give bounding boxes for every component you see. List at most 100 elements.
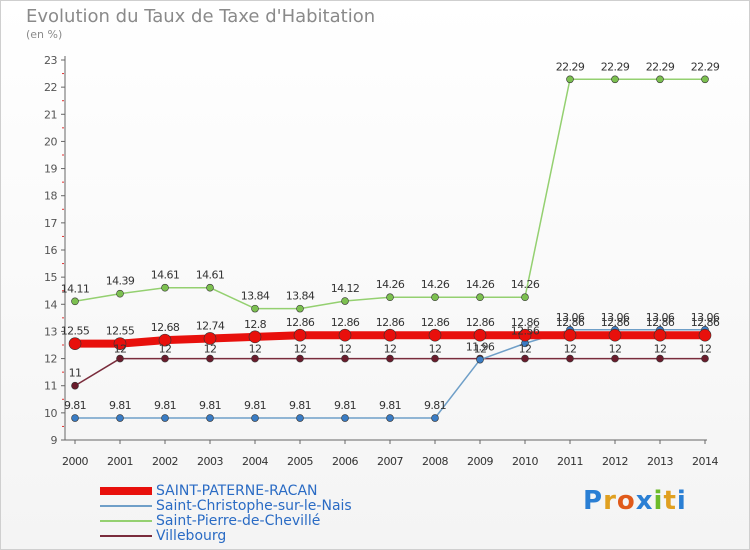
data-label: 13.06 bbox=[601, 311, 630, 324]
data-label: 22.29 bbox=[601, 60, 630, 73]
data-label: 13.84 bbox=[241, 290, 270, 303]
legend-label: SAINT-PATERNE-RACAN bbox=[156, 483, 318, 499]
data-label: 22.29 bbox=[646, 60, 675, 73]
data-point bbox=[161, 283, 169, 292]
data-point bbox=[296, 304, 304, 313]
x-tick-label: 2012 bbox=[602, 455, 628, 468]
logo-letter: x bbox=[635, 486, 654, 516]
data-point bbox=[116, 414, 124, 422]
data-label: 14.61 bbox=[151, 269, 180, 282]
data-label: 14.11 bbox=[61, 282, 90, 295]
data-label: 9.81 bbox=[244, 399, 266, 412]
data-point bbox=[386, 414, 394, 422]
y-tick-label: 23 bbox=[44, 54, 57, 67]
data-label: 12 bbox=[294, 343, 307, 356]
y-tick-label: 9 bbox=[51, 434, 58, 447]
data-label: 13.06 bbox=[646, 311, 675, 324]
data-point bbox=[71, 381, 79, 390]
data-point bbox=[656, 75, 664, 84]
legend-swatch bbox=[100, 535, 152, 537]
y-tick-label: 22 bbox=[44, 81, 57, 94]
data-label: 12 bbox=[564, 343, 577, 356]
chart-subtitle: (en %) bbox=[26, 28, 63, 41]
data-label: 12 bbox=[204, 343, 217, 356]
data-point bbox=[116, 354, 124, 363]
data-label: 9.81 bbox=[109, 399, 131, 412]
data-point bbox=[251, 414, 259, 422]
data-point bbox=[428, 328, 442, 342]
data-point bbox=[608, 328, 622, 342]
data-label: 12.86 bbox=[601, 316, 630, 329]
data-point bbox=[698, 328, 712, 342]
data-point bbox=[116, 289, 124, 298]
data-label: 12.86 bbox=[556, 316, 585, 329]
data-label: 14.39 bbox=[106, 275, 135, 288]
data-label: 22.29 bbox=[556, 60, 585, 73]
logo-letter: i bbox=[676, 486, 687, 516]
data-point bbox=[341, 354, 349, 363]
data-point bbox=[158, 333, 172, 347]
legend: SAINT-PATERNE-RACAN Saint-Christophe-sur-… bbox=[100, 483, 400, 544]
data-point bbox=[383, 328, 397, 342]
data-point bbox=[341, 297, 349, 305]
data-label: 12.86 bbox=[646, 316, 675, 329]
logo-letter: o bbox=[616, 486, 636, 516]
data-label: 12.86 bbox=[286, 316, 315, 329]
data-point bbox=[701, 75, 709, 84]
data-label: 9.81 bbox=[334, 399, 356, 412]
legend-swatch bbox=[100, 520, 152, 522]
data-point bbox=[653, 328, 667, 342]
logo-letter: t bbox=[663, 486, 677, 516]
data-label: 12 bbox=[384, 343, 397, 356]
data-point bbox=[161, 414, 169, 422]
data-label: 13.06 bbox=[556, 311, 585, 324]
data-label: 12.55 bbox=[61, 325, 90, 338]
data-point bbox=[206, 354, 214, 363]
y-tick-label: 16 bbox=[44, 244, 57, 257]
data-label: 12 bbox=[474, 343, 487, 356]
data-label: 9.81 bbox=[379, 399, 401, 412]
data-label: 14.61 bbox=[196, 269, 225, 282]
data-point bbox=[518, 328, 532, 342]
x-tick-label: 2007 bbox=[377, 455, 403, 468]
data-point bbox=[566, 354, 574, 363]
data-label: 14.26 bbox=[511, 278, 540, 291]
data-point bbox=[203, 332, 217, 345]
x-tick-label: 2004 bbox=[242, 455, 268, 468]
data-point bbox=[113, 337, 127, 350]
data-point bbox=[563, 328, 577, 342]
x-tick-label: 2010 bbox=[512, 455, 538, 468]
logo-letter: i bbox=[653, 486, 664, 516]
data-label: 12 bbox=[699, 343, 712, 356]
data-point bbox=[386, 354, 394, 363]
data-point bbox=[251, 354, 259, 363]
data-label: 12 bbox=[654, 343, 667, 356]
logo-letter: P bbox=[583, 486, 604, 516]
data-label: 14.26 bbox=[466, 278, 495, 291]
data-point bbox=[206, 414, 214, 422]
data-point bbox=[431, 293, 439, 302]
data-label: 12.8 bbox=[244, 318, 267, 331]
data-label: 9.81 bbox=[199, 399, 221, 412]
data-label: 12.86 bbox=[331, 316, 360, 329]
y-tick-label: 17 bbox=[44, 217, 57, 230]
legend-label: Villebourg bbox=[156, 528, 227, 544]
data-label: 12 bbox=[429, 343, 442, 356]
data-point bbox=[521, 293, 529, 302]
data-point bbox=[68, 337, 82, 350]
data-point bbox=[611, 75, 619, 84]
data-point bbox=[386, 293, 394, 302]
data-label: 12.68 bbox=[151, 321, 180, 334]
data-point bbox=[248, 330, 262, 344]
x-tick-label: 2002 bbox=[152, 455, 178, 468]
data-point bbox=[476, 293, 484, 302]
data-label: 14.12 bbox=[331, 282, 360, 295]
data-point bbox=[701, 354, 709, 363]
x-tick-label: 2006 bbox=[332, 455, 358, 468]
data-label: 9.81 bbox=[154, 399, 176, 412]
series-saint-pierre-de-cheville bbox=[71, 75, 709, 313]
data-point bbox=[611, 354, 619, 363]
y-tick-label: 19 bbox=[44, 163, 57, 176]
data-label: 9.81 bbox=[64, 399, 86, 412]
